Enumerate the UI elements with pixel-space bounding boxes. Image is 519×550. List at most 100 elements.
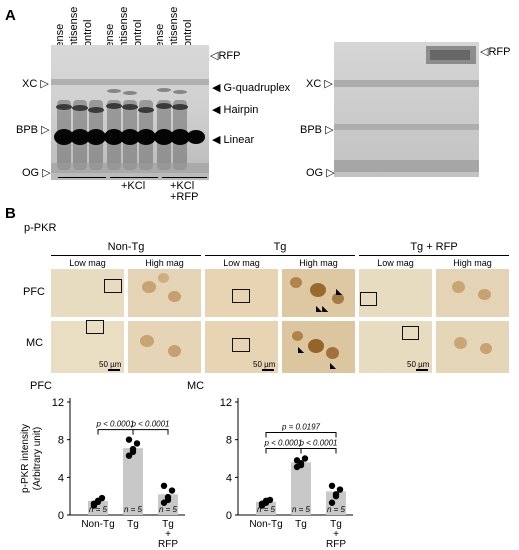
gel2-marker-xc: XC ▷: [306, 77, 333, 90]
marker-bpb-label: BPB: [16, 124, 39, 136]
marker-g4-label: G-quadruplex: [223, 82, 291, 94]
marker-linear-label: Linear: [223, 134, 255, 146]
chart-title: PFC: [30, 380, 52, 392]
mag-high: High mag: [453, 258, 492, 268]
data-point: [133, 440, 141, 447]
gel2-marker-xc-label: XC: [306, 78, 322, 90]
marker-linear: ◀ Linear: [212, 133, 254, 146]
arrowhead-icon: ◣: [336, 287, 343, 296]
inset-box: [86, 320, 104, 334]
gel2-marker-og: OG ▷: [306, 166, 335, 179]
x-tick-label: +: [165, 529, 171, 540]
triangle-right-icon: ▷: [42, 167, 51, 179]
micrograph-tile: [436, 321, 509, 373]
micrograph-tile: [51, 269, 124, 317]
marker-xc-label: XC: [22, 78, 38, 90]
y-tick-label: 4: [226, 472, 232, 484]
data-point: [125, 436, 133, 443]
significance-bracket: [265, 432, 337, 438]
micrograph-tile: [205, 269, 278, 317]
data-point: [328, 482, 336, 490]
bar-charts: PFC 0 4 8 12 p-PKR intensity (Arbitrary unit) n…: [20, 380, 353, 550]
x-tick-label: Tg: [295, 519, 307, 530]
scale-bar-label: 50 µm: [99, 360, 122, 369]
inset-box: [402, 326, 419, 340]
y-tick-label: 8: [226, 435, 232, 447]
data-point: [336, 486, 344, 493]
marker-rfp: ◁RFP: [210, 49, 240, 62]
bar: [158, 494, 178, 515]
marker-og-label: OG: [22, 167, 40, 179]
group-label-kcl: +KCl: [121, 180, 146, 192]
triangle-left-icon: ◁: [210, 50, 219, 62]
y-tick-label: 12: [52, 397, 64, 409]
group-line-kcl: [110, 177, 158, 178]
scale-bar: [108, 369, 120, 371]
group-label-kcl-rfp: +KCl: [170, 180, 195, 192]
micrograph-tile: [436, 269, 509, 317]
x-tick-label: RFP: [158, 539, 178, 550]
x-tick-label: +: [333, 529, 339, 540]
panel-a-letter: A: [5, 7, 16, 24]
micrograph-tile: [282, 321, 355, 373]
inset-box: [232, 338, 250, 352]
significance-bracket: [97, 429, 134, 435]
group-header-line: [51, 255, 201, 256]
y-axis-label: p-PKR intensity: [20, 424, 31, 493]
inset-box: [360, 292, 377, 306]
mag-high: High mag: [299, 258, 338, 268]
n-label: n = 5: [159, 505, 178, 514]
significance-bracket: [132, 429, 169, 435]
group-line-untreated: [58, 177, 106, 178]
x-tick-label: Tg: [162, 519, 174, 530]
p-value-label: p < 0.0001: [95, 420, 134, 429]
x-tick-label: RFP: [326, 539, 346, 550]
p-value-label: p = 0.0197: [281, 423, 321, 432]
n-label: n = 5: [327, 505, 346, 514]
data-point: [262, 497, 270, 505]
x-tick-label: Tg: [127, 519, 139, 530]
significance-bracket: [300, 448, 337, 454]
micrograph-tile: [359, 321, 432, 373]
group-label-rfp: +RFP: [170, 191, 199, 203]
gel-image-1: [51, 45, 209, 180]
arrowhead-left-icon: ◀: [212, 134, 221, 146]
gel2-marker-bpb: BPB ▷: [300, 123, 334, 136]
triangle-right-icon: ▷: [41, 124, 50, 136]
data-point: [168, 487, 176, 494]
scale-bar: [416, 369, 428, 371]
bar: [123, 448, 143, 515]
group-header-tgrfp: Tg + RFP: [410, 241, 458, 253]
arrowhead-icon: ◣◣: [316, 304, 329, 313]
triangle-right-icon: ▷: [40, 78, 49, 90]
data-point: [332, 491, 340, 498]
inset-box: [232, 289, 250, 303]
group-line-kcl-rfp: [162, 177, 207, 178]
data-point: [297, 461, 305, 469]
marker-og: OG ▷: [22, 166, 51, 179]
gel2-marker-rfp: ◁RFP: [480, 45, 510, 58]
micrograph-tile: [359, 269, 432, 317]
gel2-marker-rfp-label: RFP: [488, 46, 511, 58]
gel-image-2: [334, 42, 479, 177]
micrograph-tile: [282, 269, 355, 317]
n-label: n = 5: [89, 505, 108, 514]
mag-low: Low mag: [377, 258, 414, 268]
arrowhead-icon: ◣: [298, 345, 305, 354]
row-label-pfc: PFC: [23, 286, 45, 298]
row-label-mc: MC: [26, 337, 44, 349]
group-header-line: [359, 255, 509, 256]
y-tick-label: 12: [220, 397, 232, 409]
micrograph-tile: [51, 321, 124, 373]
n-label: n = 5: [292, 505, 311, 514]
inset-box: [104, 279, 122, 293]
data-point: [328, 499, 336, 506]
marker-g4: ◀ G-quadruplex: [212, 81, 290, 94]
y-tick-label: 0: [226, 510, 232, 522]
triangle-left-icon: ◁: [480, 46, 489, 58]
micrograph-tile: [205, 321, 278, 373]
micrograph-tile: [128, 269, 201, 317]
bar: [291, 462, 311, 515]
chart-title: MC: [187, 380, 204, 392]
group-header-line: [205, 255, 355, 256]
